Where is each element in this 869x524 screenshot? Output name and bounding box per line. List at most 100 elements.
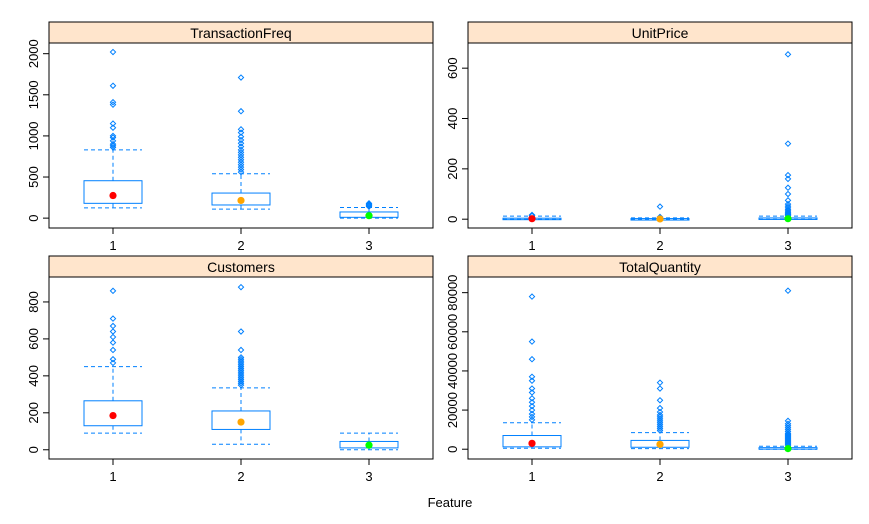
- y-tick-label: 40000: [445, 353, 460, 389]
- outlier-point: [784, 184, 792, 192]
- x-tick-label: 2: [656, 469, 663, 484]
- outlier-point: [109, 132, 117, 140]
- x-tick-label: 2: [237, 469, 244, 484]
- outlier-point: [656, 404, 664, 412]
- outlier-point: [528, 389, 536, 396]
- box-1: [83, 287, 143, 434]
- iqr-box: [83, 400, 143, 427]
- box-3: [758, 287, 818, 453]
- box-3: [339, 200, 399, 220]
- outlier-point: [237, 140, 245, 147]
- iqr-box: [83, 180, 143, 204]
- outlier-point: [237, 74, 245, 81]
- outlier-point: [237, 368, 245, 376]
- outlier-point: [656, 408, 664, 416]
- x-tick-label: 1: [109, 238, 116, 253]
- x-tick-label: 2: [237, 238, 244, 253]
- outlier-point: [237, 146, 245, 154]
- outlier-point: [237, 151, 245, 159]
- outlier-point: [528, 338, 536, 345]
- panel-unitprice: UnitPrice 0 200 400 600 1 2 3: [445, 21, 853, 253]
- median-dot: [656, 440, 664, 448]
- box-1: [502, 293, 562, 449]
- outlier-point: [237, 168, 245, 176]
- panel-title: UnitPrice: [632, 25, 689, 41]
- outlier-point: [237, 355, 245, 363]
- outlier-point: [528, 385, 536, 392]
- outlier-point: [237, 126, 245, 133]
- outlier-point: [784, 200, 792, 208]
- outlier-point: [237, 149, 245, 156]
- outlier-point: [365, 200, 373, 208]
- outlier-point: [528, 413, 536, 421]
- median-dot: [237, 196, 245, 205]
- outlier-point: [109, 315, 117, 322]
- outlier-point: [237, 346, 245, 354]
- outlier-point: [237, 374, 245, 382]
- median-dot: [528, 439, 536, 447]
- outlier-point: [528, 377, 536, 385]
- panel-transactionfreq: TransactionFreq 0 500 1000 1500 2000 1 2 3: [26, 21, 434, 253]
- outlier-point: [237, 163, 245, 171]
- outlier-point: [656, 379, 664, 386]
- outlier-point: [528, 402, 536, 410]
- box-3: [758, 51, 818, 223]
- y-tick-label: 200: [26, 402, 41, 424]
- median-dot: [109, 411, 117, 420]
- outlier-point: [109, 120, 117, 127]
- y-tick-label: 0: [26, 215, 41, 222]
- outlier-point: [784, 171, 792, 179]
- outlier-point: [109, 48, 117, 56]
- box-1: [83, 48, 143, 209]
- box-3: [339, 432, 399, 451]
- outlier-point: [237, 156, 245, 164]
- outlier-point: [237, 361, 245, 369]
- outlier-point: [109, 101, 117, 108]
- outlier-point: [237, 129, 245, 136]
- outlier-point: [237, 153, 245, 161]
- y-tick-label: 200: [445, 158, 460, 180]
- outlier-point: [237, 158, 245, 166]
- y-tick-label: 80000: [445, 275, 460, 311]
- outlier-point: [784, 417, 792, 425]
- outlier-point: [237, 378, 245, 385]
- x-axis-label: Feature: [428, 495, 473, 510]
- outlier-point: [109, 333, 117, 341]
- y-tick-label: 400: [445, 108, 460, 130]
- outlier-point: [528, 410, 536, 418]
- outlier-point: [109, 322, 117, 330]
- outlier-point: [237, 365, 245, 372]
- outlier-point: [237, 328, 245, 335]
- outlier-point: [109, 82, 117, 90]
- median-dot: [365, 212, 373, 220]
- outlier-point: [784, 420, 792, 428]
- box-2: [630, 203, 690, 223]
- outlier-point: [528, 355, 536, 363]
- outlier-point: [528, 293, 536, 300]
- outlier-point: [109, 287, 117, 295]
- outlier-point: [237, 381, 245, 389]
- outlier-point: [109, 124, 117, 131]
- y-tick-label: 500: [26, 166, 41, 188]
- outlier-point: [237, 283, 245, 291]
- outlier-point: [784, 190, 792, 198]
- outlier-point: [237, 143, 245, 150]
- outlier-point: [656, 411, 664, 419]
- y-tick-label: 0: [26, 446, 41, 453]
- outlier-point: [528, 373, 536, 381]
- outlier-point: [784, 51, 792, 58]
- box-2: [211, 283, 271, 445]
- outlier-point: [528, 395, 536, 402]
- outlier-point: [109, 359, 117, 367]
- median-dot: [528, 215, 536, 223]
- outlier-point: [109, 346, 117, 354]
- outlier-point: [237, 354, 245, 361]
- x-tick-label: 3: [784, 469, 791, 484]
- panel-title: Customers: [207, 259, 275, 275]
- outlier-point: [784, 197, 792, 204]
- outlier-point: [656, 385, 664, 392]
- y-tick-label: 0: [445, 446, 460, 453]
- outlier-point: [784, 140, 792, 147]
- box-2: [211, 74, 271, 210]
